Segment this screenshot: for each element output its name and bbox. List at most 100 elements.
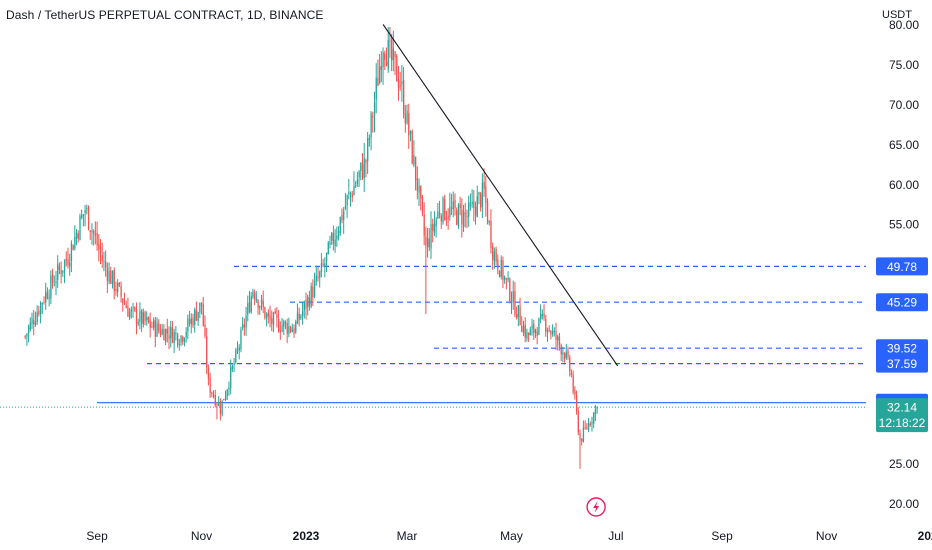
candle (96, 221, 98, 251)
candle (271, 310, 273, 332)
candle-body (464, 213, 466, 215)
candle-body (593, 413, 595, 424)
price-level-label[interactable]: 37.59 (876, 354, 928, 373)
candle (197, 311, 199, 327)
price-level-label[interactable]: 49.78 (876, 257, 928, 276)
price-level-label[interactable]: 39.52 (876, 339, 928, 358)
candle (575, 390, 578, 415)
candle (163, 324, 165, 341)
candle (404, 104, 407, 133)
candle (284, 320, 287, 330)
candle (45, 282, 47, 310)
candle (209, 372, 211, 398)
last-price-text: 32.14 (887, 401, 917, 415)
candle-body (34, 322, 37, 325)
y-tick-label: 75.00 (889, 58, 919, 72)
candle (262, 290, 264, 314)
candle (305, 292, 307, 320)
candle (332, 225, 335, 251)
candle (77, 230, 79, 243)
candle-body (262, 300, 264, 308)
candle (392, 30, 395, 72)
candle (199, 302, 201, 319)
candle (216, 402, 218, 420)
candle-body (493, 250, 496, 262)
candle-body (325, 252, 328, 262)
candle (372, 111, 374, 133)
candle-body (404, 114, 407, 124)
candle-body (534, 329, 537, 334)
candle-body (461, 209, 463, 225)
candle-body (55, 281, 57, 284)
candle (185, 327, 187, 343)
candle-body (51, 274, 54, 284)
candle (118, 281, 121, 288)
candle (365, 158, 367, 178)
candle-body (413, 155, 415, 165)
candle-body (418, 185, 420, 193)
candle (154, 316, 157, 348)
candle-body (245, 315, 247, 328)
x-tick-label: Mar (397, 529, 418, 543)
candle-body (420, 185, 422, 199)
candle-body (426, 238, 429, 248)
x-tick-label: Nov (816, 529, 837, 543)
candle (464, 203, 466, 228)
candle (243, 318, 246, 336)
candle (474, 201, 477, 225)
candle-body (70, 243, 73, 262)
candle (375, 63, 377, 114)
candle (497, 254, 499, 275)
trendline[interactable] (382, 24, 619, 367)
candle (476, 185, 478, 218)
candle-body (365, 160, 367, 163)
candle-body (132, 307, 134, 309)
candle-body (379, 66, 381, 84)
candle (504, 275, 506, 284)
candle-body (594, 409, 597, 415)
candle (533, 319, 535, 340)
candle-body (332, 232, 335, 245)
candle-body (226, 389, 228, 396)
candle-body (406, 110, 408, 124)
candle-body (474, 206, 477, 216)
candle (536, 326, 538, 345)
candle-body (284, 322, 287, 324)
candle-body (399, 85, 401, 87)
candle-body (372, 116, 374, 118)
candle-body (288, 325, 290, 334)
candle-body (185, 331, 187, 338)
candle (534, 328, 537, 338)
candle (490, 209, 492, 254)
price-label-bg (876, 257, 928, 276)
candle-body (562, 352, 564, 355)
price-level-label[interactable]: 45.29 (876, 293, 928, 312)
candle (264, 306, 266, 320)
candle (313, 272, 316, 299)
candle (188, 310, 191, 327)
candle-body (168, 335, 170, 339)
candle (171, 321, 174, 344)
candle-body (423, 214, 425, 236)
candle (279, 321, 282, 340)
candle (529, 326, 532, 336)
candle (115, 281, 117, 296)
candle-body (495, 249, 497, 262)
candle-body (211, 392, 213, 394)
candle-body (94, 233, 97, 236)
candle (298, 307, 300, 327)
candle-body (579, 433, 581, 440)
candle (459, 196, 461, 216)
candle (457, 203, 460, 230)
candle-body (142, 312, 145, 324)
candle-body (154, 320, 157, 337)
candle (380, 51, 383, 83)
candle (462, 204, 465, 233)
candle (176, 332, 179, 348)
candle (510, 291, 513, 314)
event-marker[interactable] (586, 497, 606, 517)
countdown-text: 12:18:22 (879, 416, 926, 430)
